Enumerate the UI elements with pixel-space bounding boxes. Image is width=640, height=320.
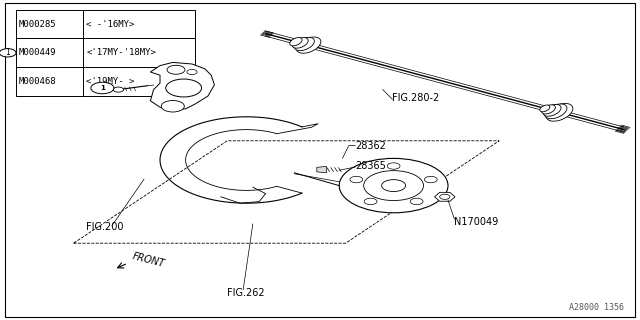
Circle shape xyxy=(424,176,437,183)
Circle shape xyxy=(161,100,184,112)
Circle shape xyxy=(350,176,363,183)
Ellipse shape xyxy=(546,103,573,121)
Text: 1: 1 xyxy=(100,85,105,91)
Text: M000285: M000285 xyxy=(19,20,56,28)
Ellipse shape xyxy=(290,37,302,46)
Bar xyxy=(16,38,195,67)
Circle shape xyxy=(364,198,377,205)
Ellipse shape xyxy=(296,37,321,53)
Ellipse shape xyxy=(294,37,314,51)
Text: FRONT: FRONT xyxy=(131,251,166,269)
Text: A28000 1356: A28000 1356 xyxy=(569,303,624,312)
Circle shape xyxy=(381,180,406,192)
Ellipse shape xyxy=(545,104,567,119)
Text: M000449: M000449 xyxy=(19,48,56,57)
Text: FIG.262: FIG.262 xyxy=(227,288,265,298)
Circle shape xyxy=(440,194,450,199)
Text: 28362: 28362 xyxy=(355,140,386,151)
Text: 28365: 28365 xyxy=(355,161,386,172)
Ellipse shape xyxy=(543,104,561,116)
Polygon shape xyxy=(317,166,326,173)
Text: N170049: N170049 xyxy=(454,217,499,228)
Circle shape xyxy=(364,171,424,201)
Bar xyxy=(16,10,195,38)
Ellipse shape xyxy=(292,37,308,48)
Ellipse shape xyxy=(540,105,550,112)
Circle shape xyxy=(0,49,16,57)
Circle shape xyxy=(187,69,197,75)
Text: M000468: M000468 xyxy=(19,77,56,86)
Circle shape xyxy=(91,82,114,94)
Text: FIG.200: FIG.200 xyxy=(86,222,124,232)
Text: 1: 1 xyxy=(5,48,10,57)
Circle shape xyxy=(167,65,185,74)
Circle shape xyxy=(339,158,448,213)
Text: < -'16MY>: < -'16MY> xyxy=(86,20,135,28)
Text: <'19MY- >: <'19MY- > xyxy=(86,77,135,86)
Circle shape xyxy=(166,79,202,97)
Circle shape xyxy=(113,87,124,92)
Circle shape xyxy=(387,163,400,169)
Circle shape xyxy=(410,198,423,205)
Bar xyxy=(16,67,195,96)
Ellipse shape xyxy=(541,105,556,114)
Polygon shape xyxy=(150,62,214,110)
Text: FIG.280-2: FIG.280-2 xyxy=(392,92,440,103)
Text: <'17MY-'18MY>: <'17MY-'18MY> xyxy=(86,48,156,57)
